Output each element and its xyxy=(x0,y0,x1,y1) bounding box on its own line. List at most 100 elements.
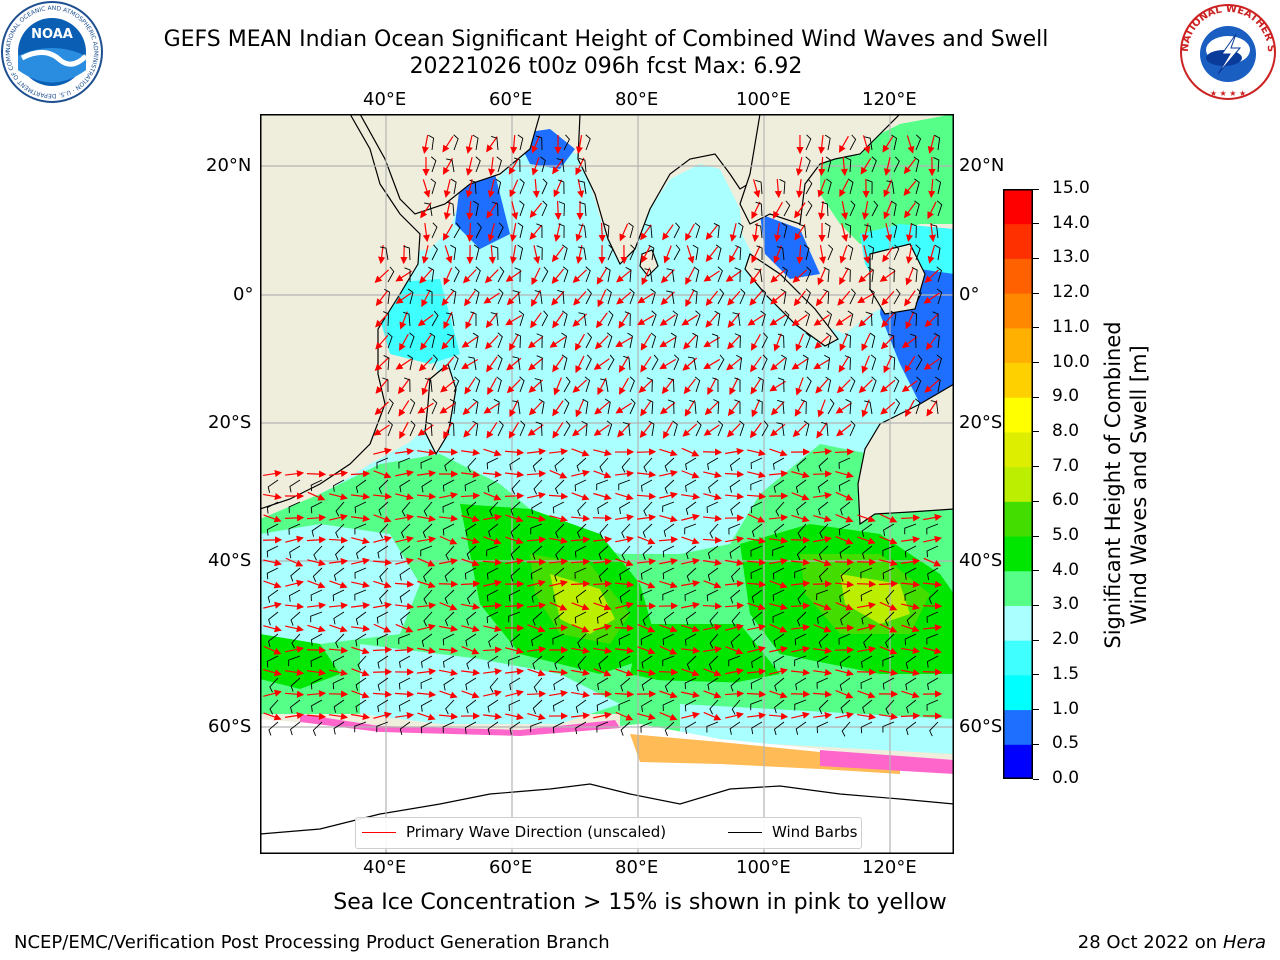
wind-barb xyxy=(556,158,565,173)
wind-barb xyxy=(474,376,481,393)
wave-direction-arrow xyxy=(284,470,305,478)
wave-direction-arrow xyxy=(595,312,608,329)
wind-barb xyxy=(642,523,653,538)
wave-direction-arrow xyxy=(461,625,480,633)
wave-direction-arrow xyxy=(703,270,720,282)
wind-barb xyxy=(555,545,565,561)
wave-direction-arrow xyxy=(796,178,804,199)
wind-barb xyxy=(310,633,323,646)
wind-barb xyxy=(926,633,939,645)
wind-barb xyxy=(871,156,877,173)
wave-direction-arrow xyxy=(328,646,349,654)
wind-barb xyxy=(838,633,851,645)
wind-barb xyxy=(497,420,504,437)
wind-barb xyxy=(756,245,763,261)
wind-barb xyxy=(332,589,345,602)
wave-direction-arrow xyxy=(483,536,502,545)
wave-direction-arrow xyxy=(593,470,612,479)
wave-direction-arrow xyxy=(769,536,789,544)
wave-direction-arrow xyxy=(749,268,762,285)
wave-direction-arrow xyxy=(813,492,833,500)
wind-barb xyxy=(355,633,367,647)
wave-direction-arrow xyxy=(769,603,788,611)
wave-direction-arrow xyxy=(374,357,389,372)
wind-barb xyxy=(508,611,521,623)
wind-barb xyxy=(465,523,477,537)
wave-direction-arrow xyxy=(879,601,898,611)
wave-direction-arrow xyxy=(725,270,742,282)
wind-barb xyxy=(619,589,631,603)
wind-barb xyxy=(447,201,455,217)
wind-barb xyxy=(805,178,813,195)
wave-direction-arrow xyxy=(465,179,473,198)
wave-direction-arrow xyxy=(903,180,917,196)
wave-direction-arrow xyxy=(351,624,371,632)
wind-barb xyxy=(606,420,613,437)
wave-direction-arrow xyxy=(596,267,608,285)
wind-barb xyxy=(377,677,389,691)
colorbar-tick-mark xyxy=(1033,604,1039,606)
wind-barb xyxy=(466,545,477,560)
noaa-logo-text: NOAA xyxy=(31,27,73,42)
wind-barb xyxy=(332,677,345,690)
wave-direction-arrow xyxy=(395,557,414,565)
wind-barb xyxy=(734,377,741,393)
wind-barb xyxy=(510,633,521,648)
wind-barb xyxy=(779,179,786,195)
wave-direction-arrow xyxy=(835,470,854,479)
wave-direction-arrow xyxy=(881,312,895,328)
wave-direction-arrow xyxy=(924,379,940,393)
wind-barb xyxy=(596,699,609,712)
wind-barb xyxy=(607,244,614,261)
wind-barb xyxy=(840,567,851,582)
wave-direction-arrow xyxy=(637,713,656,721)
wave-direction-arrow xyxy=(439,535,458,545)
wind-barb xyxy=(692,332,699,349)
wind-barb xyxy=(606,332,613,349)
wind-barb xyxy=(431,222,438,239)
wave-direction-arrow xyxy=(703,623,722,631)
wave-direction-arrow xyxy=(374,269,389,283)
wind-barb xyxy=(491,135,499,151)
wind-barb xyxy=(558,179,565,195)
wind-barb xyxy=(421,633,433,647)
wave-direction-arrow xyxy=(836,379,851,394)
wind-barb xyxy=(420,545,433,557)
wind-barb xyxy=(486,567,499,580)
wave-direction-arrow xyxy=(485,335,499,350)
wave-direction-arrow xyxy=(704,401,719,416)
wave-direction-arrow xyxy=(659,580,678,589)
lon-tick-bottom-60e: 60°E xyxy=(489,857,533,878)
wave-direction-arrow xyxy=(856,580,877,588)
wind-barb xyxy=(426,289,433,305)
wind-barb xyxy=(629,398,636,415)
wind-barb xyxy=(552,501,565,514)
wind-barb xyxy=(541,178,548,195)
wind-barb xyxy=(821,421,829,437)
wind-barb xyxy=(464,567,477,580)
wave-direction-arrow xyxy=(527,624,546,633)
wind-barb xyxy=(596,721,609,733)
wind-barb xyxy=(607,310,614,327)
wave-direction-arrow xyxy=(462,269,477,284)
wave-direction-arrow xyxy=(263,492,283,501)
wind-barb xyxy=(453,222,461,239)
wave-direction-arrow xyxy=(903,158,916,175)
wave-direction-arrow xyxy=(482,712,503,720)
wave-direction-arrow xyxy=(549,469,568,479)
wind-barb xyxy=(409,332,415,349)
wind-barb xyxy=(882,545,895,557)
wind-barb xyxy=(622,422,631,437)
wind-barb xyxy=(289,479,301,493)
wind-barb xyxy=(469,179,477,195)
wave-direction-arrow xyxy=(927,245,936,264)
wind-barb xyxy=(541,310,549,327)
wave-direction-arrow xyxy=(616,269,632,283)
wave-direction-arrow xyxy=(725,558,745,567)
wave-direction-arrow xyxy=(681,513,700,521)
wind-barb xyxy=(289,545,301,559)
wave-direction-arrow xyxy=(285,535,304,543)
wave-direction-arrow xyxy=(637,646,656,655)
wind-barb xyxy=(398,633,411,645)
wave-direction-arrow xyxy=(923,647,942,655)
